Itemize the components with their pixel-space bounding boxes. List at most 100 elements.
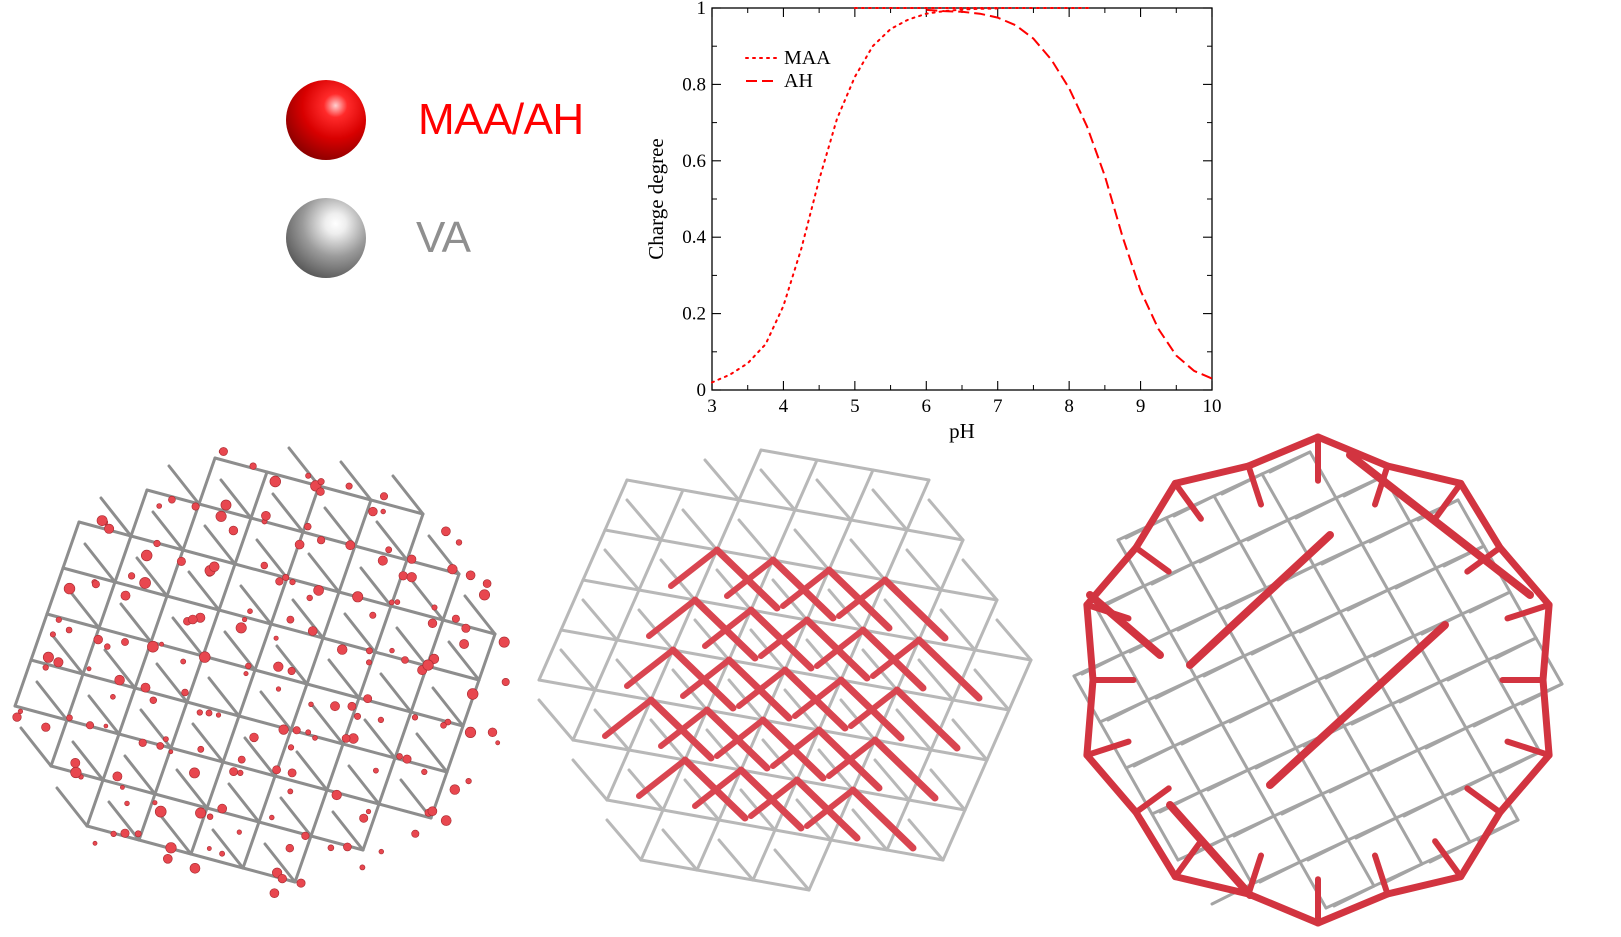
- maa-bead: [138, 738, 147, 747]
- lattice-bond: [1412, 634, 1442, 684]
- maa-bead: [327, 844, 335, 852]
- lattice-bond: [749, 608, 809, 622]
- maa-bead: [394, 599, 401, 605]
- shell-bond: [1171, 873, 1252, 898]
- shell-bond: [1539, 601, 1553, 684]
- maa-bead: [159, 641, 164, 647]
- lattice-bond: [189, 852, 245, 870]
- lattice-bond: [375, 520, 409, 562]
- lattice-bond: [327, 658, 361, 700]
- lattice-bond: [135, 556, 169, 598]
- lattice-bond: [1360, 542, 1390, 592]
- maa-bead: [128, 572, 136, 580]
- lattice-bond: [357, 650, 377, 700]
- lattice-bond: [1164, 516, 1194, 566]
- maa-bead: [120, 828, 130, 838]
- lattice-bond: [87, 694, 121, 736]
- lattice-bond: [581, 578, 641, 592]
- maa-bead: [96, 515, 108, 526]
- lattice-bond: [1260, 472, 1290, 522]
- lattice-bond: [1154, 676, 1198, 700]
- charged-bond: [836, 577, 888, 619]
- shell-bond: [1083, 751, 1140, 816]
- maa-bead: [345, 540, 356, 551]
- lattice-bond: [1346, 838, 1376, 888]
- lattice-bond: [895, 708, 933, 752]
- charged-bond: [826, 737, 878, 779]
- lattice-bond: [1534, 636, 1564, 686]
- charged-bond: [646, 597, 698, 639]
- maa-bead: [110, 693, 116, 700]
- lattice-bond: [1268, 700, 1298, 750]
- lattice-bond: [905, 478, 931, 532]
- lattice-bond: [287, 446, 321, 488]
- shell-spoke: [1245, 463, 1264, 508]
- shell-spoke: [1172, 480, 1204, 522]
- lattice-bond: [671, 598, 697, 652]
- lattice-bond: [1350, 702, 1394, 726]
- shell-bond: [1496, 751, 1553, 816]
- lattice-bond: [1490, 772, 1520, 822]
- lattice-bond: [1172, 744, 1202, 794]
- lattice-bond: [851, 808, 889, 852]
- lattice-bond: [1206, 768, 1250, 792]
- lattice-bond: [113, 580, 169, 598]
- lattice-bond: [1276, 678, 1320, 702]
- lattice-bond: [851, 738, 877, 792]
- lattice-bond: [273, 774, 329, 792]
- maa-bead: [269, 888, 280, 899]
- lattice-bond: [1246, 768, 1276, 818]
- maa-bead: [369, 611, 377, 619]
- maa-bead: [495, 740, 501, 746]
- shell-bond: [1457, 808, 1504, 881]
- maa-bead: [287, 768, 297, 778]
- lattice-bond: [61, 520, 81, 570]
- series-line-maa: [711, 7, 999, 384]
- lattice-bond: [1194, 676, 1224, 726]
- maa-bead: [306, 594, 313, 602]
- maa-bead: [345, 482, 353, 490]
- charged-bond: [758, 617, 810, 659]
- lattice-bond: [1294, 496, 1338, 520]
- charged-chain: [1266, 621, 1449, 789]
- lattice-bond: [939, 588, 999, 602]
- maa-bead: [249, 732, 259, 743]
- lattice-bond: [295, 750, 329, 792]
- maa-bead: [398, 571, 408, 581]
- lattice-bond: [705, 658, 731, 712]
- charged-chain: [1086, 591, 1164, 659]
- lattice-bond: [1007, 658, 1033, 712]
- maa-bead: [278, 724, 289, 735]
- lattice-bond: [659, 488, 685, 542]
- maa-bead: [228, 525, 239, 536]
- maa-bead: [219, 447, 228, 456]
- lattice-bond: [793, 528, 831, 572]
- lattice-bond: [829, 788, 855, 842]
- lattice-bond: [649, 698, 709, 712]
- maa-bead: [86, 721, 95, 730]
- lattice-bond: [49, 718, 69, 768]
- maa-bead: [341, 734, 351, 743]
- maa-bead: [285, 844, 294, 853]
- lattice-bond: [275, 644, 309, 686]
- lattice-bond: [1428, 840, 1472, 864]
- lattice-bond: [389, 558, 409, 608]
- maa-bead: [103, 723, 109, 729]
- maa-bead: [294, 539, 305, 550]
- lattice-bond: [761, 668, 787, 722]
- lattice-bond: [795, 728, 821, 782]
- maa-bead: [245, 662, 252, 670]
- maa-bead: [17, 708, 24, 715]
- charged-bond: [636, 757, 688, 799]
- lattice-bond: [369, 498, 425, 516]
- lattice-bond: [849, 538, 887, 582]
- maa-bead: [112, 771, 123, 782]
- maa-bead: [365, 808, 372, 815]
- lattice-bond: [51, 634, 85, 676]
- maa-bead: [411, 714, 419, 721]
- lattice-bond: [83, 542, 117, 584]
- lattice-bond: [1354, 816, 1398, 840]
- maa-bead: [269, 814, 275, 821]
- lattice-bond: [153, 746, 173, 796]
- lattice-bond: [373, 604, 393, 654]
